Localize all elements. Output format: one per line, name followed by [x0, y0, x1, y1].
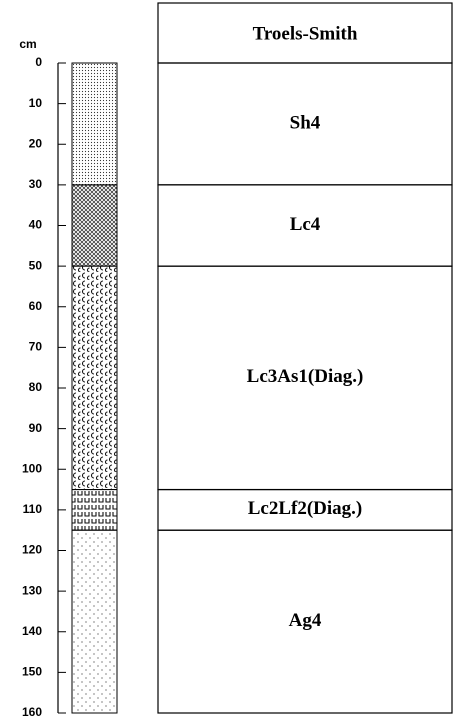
- layer: [71, 265, 118, 491]
- y-tick-label: 20: [29, 136, 43, 150]
- layer: [71, 529, 118, 714]
- y-tick-label: 60: [29, 299, 43, 313]
- y-axis-label: cm: [19, 37, 36, 51]
- y-tick-label: 120: [22, 543, 42, 557]
- y-tick-label: 80: [29, 380, 43, 394]
- y-tick-label: 70: [29, 340, 43, 354]
- layer-label: Lc4: [290, 214, 321, 235]
- header: Troels-Smith: [253, 23, 358, 44]
- y-tick-label: 130: [22, 583, 42, 597]
- y-tick-label: 90: [29, 421, 43, 435]
- y-tick-label: 40: [29, 218, 43, 232]
- y-tick-label: 150: [22, 665, 42, 679]
- layer-label: Lc3As1(Diag.): [247, 366, 364, 387]
- layer-label: Lc2Lf2(Diag.): [248, 498, 363, 519]
- y-tick-label: 160: [22, 705, 42, 719]
- y-tick-label: 30: [29, 177, 43, 191]
- y-tick-label: 100: [22, 461, 42, 475]
- layer-label: Sh4: [290, 112, 321, 133]
- layer: [71, 62, 118, 186]
- y-tick-label: 50: [29, 258, 43, 272]
- layer-row: [157, 529, 453, 714]
- y-tick-label: 110: [23, 502, 43, 516]
- layer: [71, 489, 118, 531]
- layer: [71, 184, 118, 267]
- y-tick-label: 140: [22, 624, 42, 638]
- y-tick-label: 0: [35, 55, 42, 69]
- layer-label: Ag4: [289, 610, 322, 631]
- y-tick-label: 10: [29, 96, 43, 110]
